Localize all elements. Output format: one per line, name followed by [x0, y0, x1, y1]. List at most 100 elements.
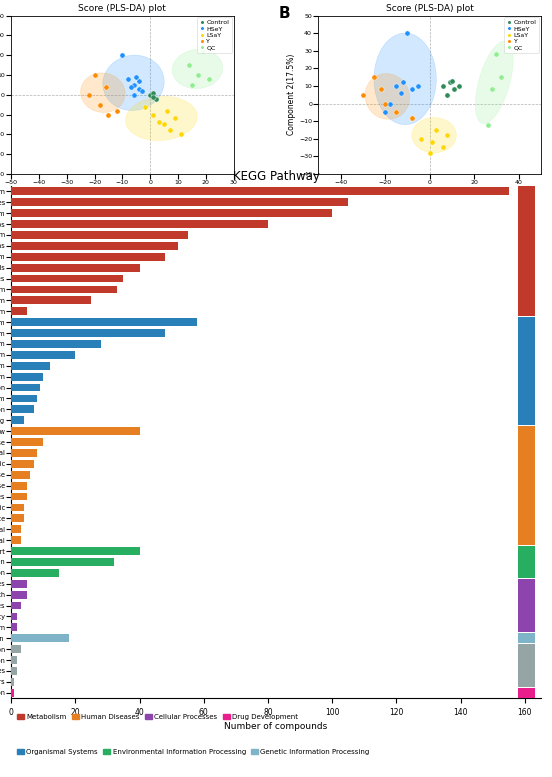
- Bar: [11, 242, 178, 249]
- Ellipse shape: [475, 41, 513, 124]
- Point: [126, 81, 135, 93]
- Point: [407, 83, 416, 96]
- Point: [443, 129, 452, 141]
- Point: [445, 76, 454, 89]
- Point: [160, 118, 168, 131]
- Point: [140, 100, 149, 113]
- Bar: [11, 514, 24, 522]
- Bar: [11, 634, 69, 642]
- Point: [407, 111, 416, 124]
- Point: [165, 124, 174, 137]
- Point: [454, 80, 463, 92]
- Point: [129, 78, 138, 91]
- Bar: [11, 198, 348, 206]
- Ellipse shape: [374, 33, 436, 124]
- Point: [132, 71, 141, 83]
- Point: [171, 112, 179, 124]
- Point: [146, 89, 155, 101]
- Bar: [11, 263, 140, 272]
- Point: [129, 89, 138, 101]
- Bar: [11, 601, 20, 609]
- Bar: [11, 362, 50, 370]
- Ellipse shape: [172, 49, 223, 89]
- Bar: [11, 678, 14, 686]
- Ellipse shape: [125, 96, 197, 141]
- X-axis label: Component 1(20.9%): Component 1(20.9%): [389, 188, 470, 197]
- Bar: [518, 644, 534, 687]
- Bar: [11, 187, 509, 195]
- Bar: [11, 373, 43, 381]
- Bar: [11, 689, 14, 697]
- Point: [403, 27, 412, 40]
- Point: [439, 141, 448, 154]
- Legend: Organismal Systems, Environmental Information Processing, Genetic Information Pr: Organismal Systems, Environmental Inform…: [14, 747, 373, 758]
- Point: [487, 83, 496, 96]
- X-axis label: Number of compounds: Number of compounds: [224, 723, 328, 731]
- Title: KEGG Pathway: KEGG Pathway: [232, 170, 320, 183]
- Ellipse shape: [81, 73, 125, 113]
- Point: [450, 83, 459, 96]
- X-axis label: Component 1(18.9%): Component 1(18.9%): [82, 188, 163, 197]
- Text: B: B: [278, 6, 290, 21]
- Point: [193, 68, 202, 81]
- Bar: [11, 667, 18, 675]
- Point: [496, 71, 505, 83]
- Point: [358, 89, 367, 101]
- Bar: [11, 645, 20, 653]
- Point: [137, 85, 146, 97]
- Point: [204, 73, 213, 85]
- Point: [95, 99, 104, 111]
- Point: [448, 75, 457, 87]
- Title: Score (PLS-DA) plot: Score (PLS-DA) plot: [386, 5, 474, 13]
- Bar: [11, 384, 40, 392]
- Bar: [11, 220, 268, 228]
- Bar: [11, 612, 18, 620]
- Ellipse shape: [365, 74, 410, 120]
- Point: [369, 71, 378, 83]
- Bar: [11, 406, 34, 413]
- Bar: [11, 395, 37, 402]
- Bar: [11, 503, 24, 511]
- Bar: [518, 633, 534, 643]
- Point: [443, 89, 452, 101]
- Point: [399, 76, 407, 89]
- Point: [396, 87, 405, 99]
- Ellipse shape: [412, 117, 457, 153]
- Bar: [11, 471, 30, 479]
- Bar: [11, 536, 20, 544]
- Point: [113, 104, 121, 117]
- Bar: [11, 297, 91, 305]
- Point: [483, 118, 492, 131]
- Point: [135, 82, 144, 95]
- Bar: [11, 547, 140, 555]
- Bar: [11, 591, 27, 598]
- Point: [199, 45, 208, 57]
- Bar: [11, 493, 27, 500]
- Point: [177, 128, 185, 141]
- Bar: [11, 308, 27, 315]
- Point: [492, 48, 501, 61]
- Bar: [11, 623, 18, 631]
- Bar: [518, 579, 534, 632]
- Point: [185, 59, 194, 71]
- Y-axis label: Component 2(17.5%): Component 2(17.5%): [287, 54, 296, 135]
- Point: [381, 106, 390, 119]
- Bar: [11, 351, 75, 359]
- Point: [90, 68, 99, 81]
- Point: [427, 136, 436, 148]
- Bar: [11, 340, 101, 348]
- Bar: [11, 580, 27, 587]
- Point: [148, 86, 157, 99]
- Bar: [11, 438, 43, 446]
- Point: [148, 90, 157, 103]
- Point: [385, 97, 394, 110]
- Point: [118, 49, 127, 61]
- Bar: [11, 231, 188, 239]
- Point: [392, 106, 401, 119]
- Bar: [11, 319, 197, 326]
- Bar: [11, 274, 124, 283]
- Point: [151, 92, 160, 105]
- Bar: [11, 525, 20, 533]
- Title: Score (PLS-DA) plot: Score (PLS-DA) plot: [78, 5, 166, 13]
- Point: [148, 108, 157, 120]
